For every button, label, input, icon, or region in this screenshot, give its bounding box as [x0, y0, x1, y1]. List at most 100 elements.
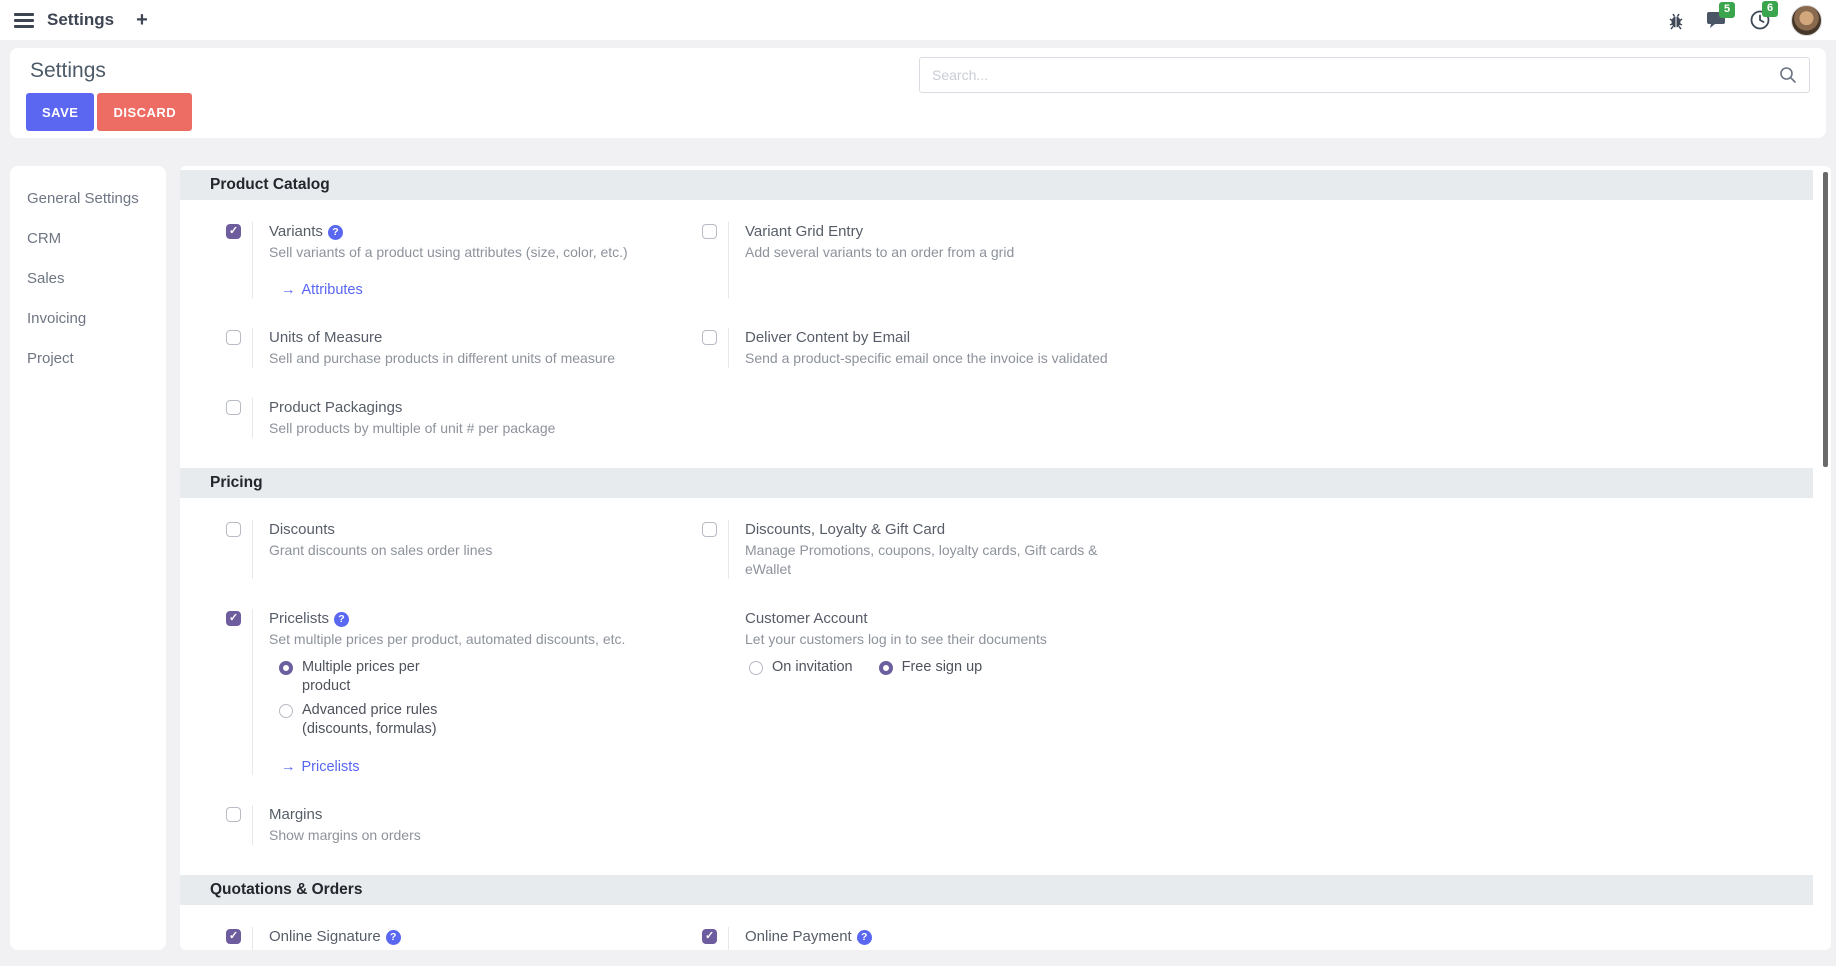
settings-sidebar: General Settings CRM Sales Invoicing Pro… — [10, 166, 166, 950]
settings-row: Pricelists? Set multiple prices per prod… — [180, 609, 1813, 775]
variant-grid-entry-checkbox[interactable] — [702, 224, 717, 239]
product-packagings-checkbox[interactable] — [226, 400, 241, 415]
bug-icon[interactable] — [1666, 10, 1686, 30]
setting-product-packagings: Product Packagings Sell products by mult… — [180, 398, 691, 438]
setting-title: Units of Measure — [269, 329, 383, 346]
setting-title: Product Packagings — [269, 399, 403, 416]
setting-title: Variants? — [269, 222, 691, 242]
settings-row: Discounts Grant discounts on sales order… — [180, 520, 1813, 579]
radio-option[interactable]: On invitation — [749, 658, 853, 677]
setting-online-payment: Online Payment? Request an online paymen… — [691, 927, 1202, 950]
help-icon[interactable]: ? — [334, 612, 350, 627]
pricelists-radio-group: Multiple prices per product Advanced pri… — [279, 658, 691, 739]
setting-description: Show margins on orders — [269, 827, 421, 843]
setting-title: Margins — [269, 806, 323, 823]
pricelists-checkbox[interactable] — [226, 611, 241, 626]
loyalty-checkbox[interactable] — [702, 522, 717, 537]
sidebar-item-invoicing[interactable]: Invoicing — [27, 310, 87, 327]
setting-description: Let your customers log in to see their d… — [745, 631, 1047, 647]
settings-row: Product Packagings Sell products by mult… — [180, 398, 1813, 438]
setting-description: Sell variants of a product using attribu… — [269, 244, 628, 260]
variants-checkbox[interactable] — [226, 224, 241, 239]
radio-option[interactable]: Multiple prices per product — [279, 658, 691, 696]
chat-icon[interactable]: 5 — [1706, 1, 1736, 31]
help-icon[interactable]: ? — [327, 225, 343, 240]
setting-deliver-content-by-email: Deliver Content by Email Send a product-… — [691, 328, 1202, 368]
setting-title: Pricelists? — [269, 609, 691, 629]
sidebar-item-general-settings[interactable]: General Settings — [27, 190, 139, 207]
app-title: Settings — [47, 10, 115, 29]
radio-option[interactable]: Advanced price rules (discounts, formula… — [279, 701, 691, 739]
vertical-scrollbar[interactable] — [1823, 172, 1828, 467]
clock-icon[interactable]: 6 — [1749, 1, 1779, 31]
setting-discounts: Discounts Grant discounts on sales order… — [180, 520, 691, 579]
setting-description: Request an online payment to confirm ord… — [745, 948, 1202, 950]
search-input[interactable] — [919, 57, 1810, 93]
margins-checkbox[interactable] — [226, 807, 241, 822]
units-of-measure-checkbox[interactable] — [226, 330, 241, 345]
section-quotations-orders: Online Signature? Request an online sign… — [180, 905, 1813, 950]
sidebar-item-sales[interactable]: Sales — [27, 270, 65, 287]
setting-description: Grant discounts on sales order lines — [269, 542, 493, 558]
setting-description: Set multiple prices per product, automat… — [269, 631, 626, 647]
setting-description: Manage Promotions, coupons, loyalty card… — [745, 542, 1098, 577]
setting-variants: Variants? Sell variants of a product usi… — [180, 222, 691, 298]
setting-pricelists: Pricelists? Set multiple prices per prod… — [180, 609, 691, 775]
setting-margins: Margins Show margins on orders — [180, 805, 691, 845]
setting-title: Discounts — [269, 521, 335, 538]
setting-title: Variant Grid Entry — [745, 223, 864, 240]
settings-row: Online Signature? Request an online sign… — [180, 927, 1813, 950]
setting-title: Customer Account — [745, 610, 868, 627]
setting-title: Deliver Content by Email — [745, 329, 911, 346]
radio-advanced-price-rules[interactable] — [279, 704, 293, 718]
attributes-link[interactable]: Attributes — [281, 282, 363, 298]
setting-title: Discounts, Loyalty & Gift Card — [745, 521, 946, 538]
settings-header-card: Settings SAVE DISCARD — [10, 48, 1826, 138]
setting-discounts-loyalty-gift-card: Discounts, Loyalty & Gift Card Manage Pr… — [691, 520, 1202, 579]
online-signature-checkbox[interactable] — [226, 929, 241, 944]
top-navbar: Settings + 5 6 — [0, 0, 1836, 40]
discounts-checkbox[interactable] — [226, 522, 241, 537]
radio-free-sign-up[interactable] — [878, 661, 893, 675]
setting-description: Request an online signature to confirm o… — [269, 948, 691, 950]
setting-customer-account: Customer Account Let your customers log … — [691, 609, 1202, 775]
setting-units-of-measure: Units of Measure Sell and purchase produ… — [180, 328, 691, 368]
user-avatar[interactable] — [1791, 4, 1822, 36]
radio-multiple-prices[interactable] — [279, 661, 293, 675]
header-buttons: SAVE DISCARD — [26, 93, 193, 131]
section-header-pricing: Pricing — [180, 468, 1813, 498]
customer-account-radio-group: On invitation Free sign up — [749, 658, 1202, 677]
settings-row: Units of Measure Sell and purchase produ… — [180, 328, 1813, 368]
search-bar — [919, 57, 1810, 93]
section-header-quotations-orders: Quotations & Orders — [180, 875, 1813, 905]
navbar-systray: 5 6 — [1666, 1, 1822, 36]
messages-badge: 5 — [1719, 1, 1736, 18]
section-pricing: Discounts Grant discounts on sales order… — [180, 498, 1813, 875]
setting-variant-grid-entry: Variant Grid Entry Add several variants … — [691, 222, 1202, 298]
radio-option[interactable]: Free sign up — [878, 658, 982, 677]
setting-title: Online Signature? — [269, 927, 691, 947]
page-title: Settings — [30, 59, 106, 82]
hamburger-menu-icon[interactable] — [14, 12, 34, 28]
settings-row: Margins Show margins on orders — [180, 805, 1813, 845]
setting-description: Sell products by multiple of unit # per … — [269, 420, 556, 436]
online-payment-checkbox[interactable] — [702, 929, 717, 944]
help-icon[interactable]: ? — [856, 930, 872, 945]
setting-title: Online Payment? — [745, 927, 1202, 947]
pricelists-link[interactable]: Pricelists — [281, 759, 360, 775]
sidebar-item-crm[interactable]: CRM — [27, 230, 62, 247]
setting-description: Send a product-specific email once the i… — [745, 350, 1108, 366]
sidebar-item-project[interactable]: Project — [27, 350, 74, 367]
search-icon[interactable] — [1779, 66, 1797, 84]
radio-on-invitation[interactable] — [749, 661, 763, 675]
discard-button[interactable]: DISCARD — [97, 93, 193, 131]
section-header-product-catalog: Product Catalog — [180, 170, 1813, 200]
settings-panel: Product Catalog Variants? Sell variants … — [180, 166, 1831, 950]
setting-description: Add several variants to an order from a … — [745, 244, 1015, 260]
save-button[interactable]: SAVE — [26, 93, 95, 131]
deliver-content-checkbox[interactable] — [702, 330, 717, 345]
plus-icon[interactable]: + — [136, 9, 148, 31]
section-product-catalog: Variants? Sell variants of a product usi… — [180, 200, 1813, 468]
settings-row: Variants? Sell variants of a product usi… — [180, 222, 1813, 298]
help-icon[interactable]: ? — [385, 930, 401, 945]
